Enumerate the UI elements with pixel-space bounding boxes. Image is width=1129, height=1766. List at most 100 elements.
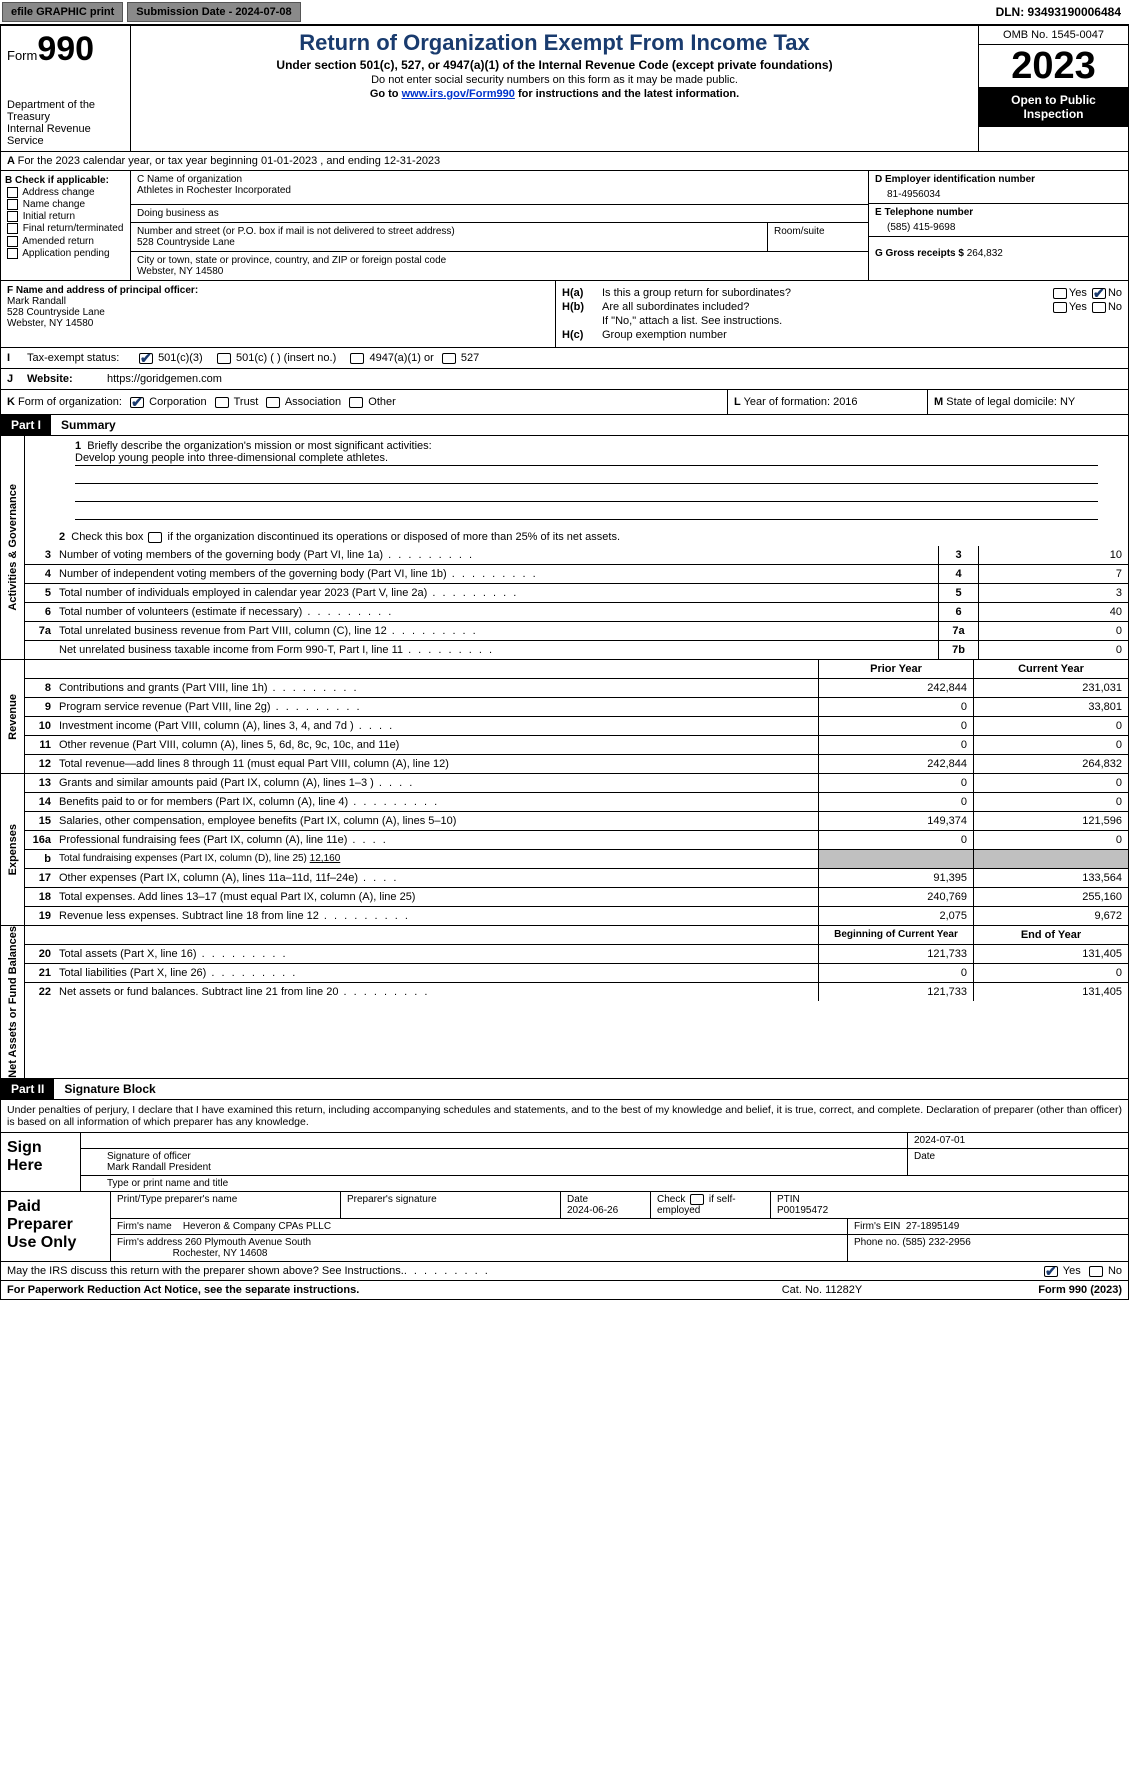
s1-r5-key: 7b [938, 641, 978, 659]
s1-r2-val: 3 [978, 584, 1128, 602]
dept-treasury: Department of the Treasury [7, 99, 124, 123]
hdr-begin-year: Beginning of Current Year [818, 926, 973, 944]
s3-r1-num: 14 [25, 793, 55, 811]
form-subtitle: Under section 501(c), 527, or 4947(a)(1)… [141, 58, 968, 72]
line-2-desc-a: Check this box [71, 531, 146, 543]
part-1-label: Part I [1, 415, 51, 435]
s2-r4-desc: Total revenue—add lines 8 through 11 (mu… [55, 755, 818, 773]
checkbox-association[interactable] [266, 397, 280, 408]
ptin-label: PTIN [777, 1194, 800, 1205]
s4-r2-curr: 131,405 [973, 983, 1128, 1001]
checkbox-discontinued[interactable] [148, 532, 162, 543]
vtab-activities-governance: Activities & Governance [7, 484, 19, 611]
checkbox-initial-return[interactable] [7, 211, 18, 222]
omb-number: OMB No. 1545-0047 [979, 26, 1128, 45]
s1-r4-key: 7a [938, 622, 978, 640]
checkbox-name-change[interactable] [7, 199, 18, 210]
line-1-desc: Briefly describe the organization's miss… [87, 440, 431, 452]
checkbox-discuss-yes[interactable] [1044, 1266, 1058, 1277]
footer-paperwork: For Paperwork Reduction Act Notice, see … [7, 1284, 722, 1296]
prep-date-value: 2024-06-26 [567, 1205, 618, 1216]
s3-r3-num: 16a [25, 831, 55, 849]
city-label: City or town, state or province, country… [137, 255, 862, 266]
s1-r5-desc: Net unrelated business taxable income fr… [59, 644, 403, 656]
dln-label: DLN: 93493190006484 [996, 5, 1127, 19]
vtab-revenue: Revenue [7, 694, 19, 740]
checkbox-ha-no[interactable] [1092, 288, 1106, 299]
s4-r0-num: 20 [25, 945, 55, 963]
s1-r2-desc: Total number of individuals employed in … [59, 587, 427, 599]
irs-form990-link[interactable]: www.irs.gov/Form990 [402, 88, 515, 100]
checkbox-trust[interactable] [215, 397, 229, 408]
checkbox-501c[interactable] [217, 353, 231, 364]
summary-sec2: Revenue Prior YearCurrent Year 8Contribu… [0, 660, 1129, 774]
ein-value: 81-4956034 [875, 185, 1122, 200]
checkbox-application-pending[interactable] [7, 248, 18, 259]
hdr-current-year: Current Year [973, 660, 1128, 678]
s3-r2-curr: 121,596 [973, 812, 1128, 830]
s3-r0-curr: 0 [973, 774, 1128, 792]
s1-r3-desc: Total number of volunteers (estimate if … [59, 606, 302, 618]
label-initial-return: Initial return [23, 211, 75, 222]
prep-date-label: Date [567, 1194, 588, 1205]
vtab-expenses: Expenses [7, 824, 19, 875]
s4-r1-num: 21 [25, 964, 55, 982]
officer-addr1: 528 Countryside Lane [7, 307, 549, 318]
s3-r1-curr: 0 [973, 793, 1128, 811]
checkbox-hb-no[interactable] [1092, 302, 1106, 313]
part-2-header: Part II Signature Block [0, 1079, 1129, 1100]
efile-graphic-print-button[interactable]: efile GRAPHIC print [2, 2, 123, 22]
paid-preparer-block: Paid Preparer Use Only Print/Type prepar… [0, 1192, 1129, 1262]
s4-r0-prior: 121,733 [818, 945, 973, 963]
discuss-no-label: No [1108, 1265, 1122, 1277]
checkbox-address-change[interactable] [7, 187, 18, 198]
gross-receipts-value: 264,832 [967, 248, 1003, 259]
row-a-tax-year: A For the 2023 calendar year, or tax yea… [0, 152, 1129, 171]
checkbox-corporation[interactable] [130, 397, 144, 408]
ssn-warning: Do not enter social security numbers on … [141, 74, 968, 86]
checkbox-other[interactable] [349, 397, 363, 408]
s4-r0-curr: 131,405 [973, 945, 1128, 963]
s3-r19-curr: 9,672 [973, 907, 1128, 925]
h-a-label: H(a) [562, 287, 602, 299]
irs-label: Internal Revenue Service [7, 123, 124, 147]
phone-value: (585) 415-9698 [875, 218, 1122, 233]
s1-r3-val: 40 [978, 603, 1128, 621]
room-suite-label: Room/suite [768, 223, 868, 251]
s2-r2-num: 10 [25, 717, 55, 735]
form-id-block: Form990 Department of the Treasury Inter… [1, 26, 131, 151]
s3-r19-prior: 2,075 [818, 907, 973, 925]
checkbox-hb-yes[interactable] [1053, 302, 1067, 313]
firm-name-value: Heveron & Company CPAs PLLC [183, 1221, 331, 1232]
box-f-label: F Name and address of principal officer: [7, 285, 198, 296]
topbar: efile GRAPHIC print Submission Date - 20… [0, 0, 1129, 26]
checkbox-final-return[interactable] [7, 223, 18, 234]
s3-r17-prior: 91,395 [818, 869, 973, 887]
checkbox-amended-return[interactable] [7, 236, 18, 247]
checkbox-ha-yes[interactable] [1053, 288, 1067, 299]
s2-r2-prior: 0 [818, 717, 973, 735]
label-501c3: 501(c)(3) [158, 352, 203, 364]
checkbox-501c3[interactable] [139, 353, 153, 364]
s4-r0-desc: Total assets (Part X, line 16) [59, 948, 197, 960]
s1-r0-val: 10 [978, 546, 1128, 564]
checkbox-4947a1[interactable] [350, 353, 364, 364]
s3-r0-desc: Grants and similar amounts paid (Part IX… [59, 777, 374, 789]
box-g-label: G Gross receipts $ [875, 248, 964, 259]
h-b-label: H(b) [562, 301, 602, 313]
part-2-label: Part II [1, 1079, 54, 1099]
sig-declaration: Under penalties of perjury, I declare th… [0, 1100, 1129, 1133]
s1-r2-key: 5 [938, 584, 978, 602]
checkbox-discuss-no[interactable] [1089, 1266, 1103, 1277]
s1-r1-val: 7 [978, 565, 1128, 583]
vtab-net-assets: Net Assets or Fund Balances [7, 926, 19, 1078]
checkbox-527[interactable] [442, 353, 456, 364]
s3-r1-prior: 0 [818, 793, 973, 811]
checkbox-self-employed[interactable] [690, 1194, 704, 1205]
label-amended-return: Amended return [22, 236, 94, 247]
s3-r19-desc: Revenue less expenses. Subtract line 18 … [59, 910, 319, 922]
submission-date-button[interactable]: Submission Date - 2024-07-08 [127, 2, 300, 22]
s2-r3-num: 11 [25, 736, 55, 754]
s3-16b-val: 12,160 [310, 853, 341, 864]
org-address: 528 Countryside Lane [137, 237, 761, 248]
